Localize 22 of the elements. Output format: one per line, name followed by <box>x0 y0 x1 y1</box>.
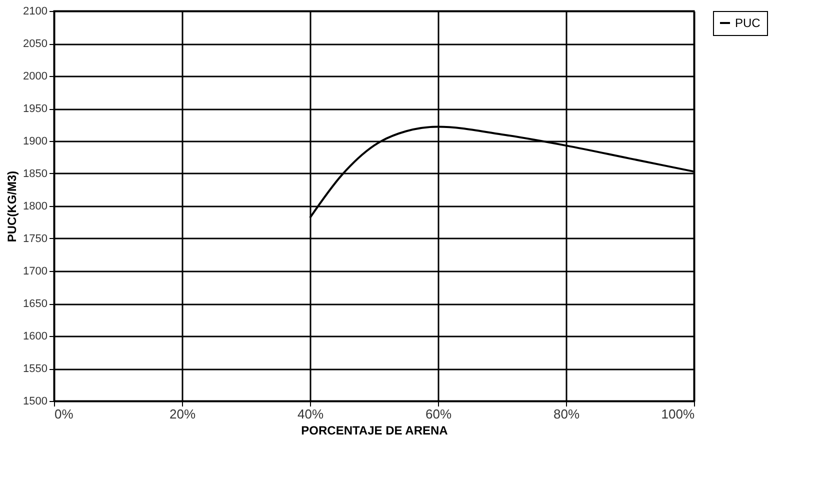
x-tick-label: 80% <box>553 406 580 422</box>
y-tick-label: 1800 <box>23 200 48 212</box>
y-tick-label: 1900 <box>23 136 48 148</box>
y-tick-label: 1550 <box>23 363 48 375</box>
y-tick-label: 1500 <box>23 396 48 408</box>
x-tick-label: 20% <box>169 406 196 422</box>
y-tick-label: 1750 <box>23 233 48 245</box>
y-tick-label: 2100 <box>23 6 48 18</box>
x-tick-label: 40% <box>297 406 324 422</box>
y-tick-label: 1650 <box>23 298 48 310</box>
y-tick-label: 2000 <box>23 70 48 82</box>
y-tick-label: 1850 <box>23 168 48 180</box>
legend-label: PUC <box>735 16 761 30</box>
x-tick-label: 0% <box>54 406 74 422</box>
x-tick-label: 60% <box>425 406 452 422</box>
y-tick-label: 1950 <box>23 103 48 115</box>
y-tick-label: 2050 <box>23 38 48 50</box>
y-axis-title: PUC(KG/M3) <box>5 170 20 242</box>
y-tick-label: 1700 <box>23 266 48 278</box>
y-tick-label: 1600 <box>23 330 48 342</box>
x-axis-title: PORCENTAJE DE ARENA <box>301 424 448 438</box>
x-tick-label: 100% <box>661 406 695 422</box>
